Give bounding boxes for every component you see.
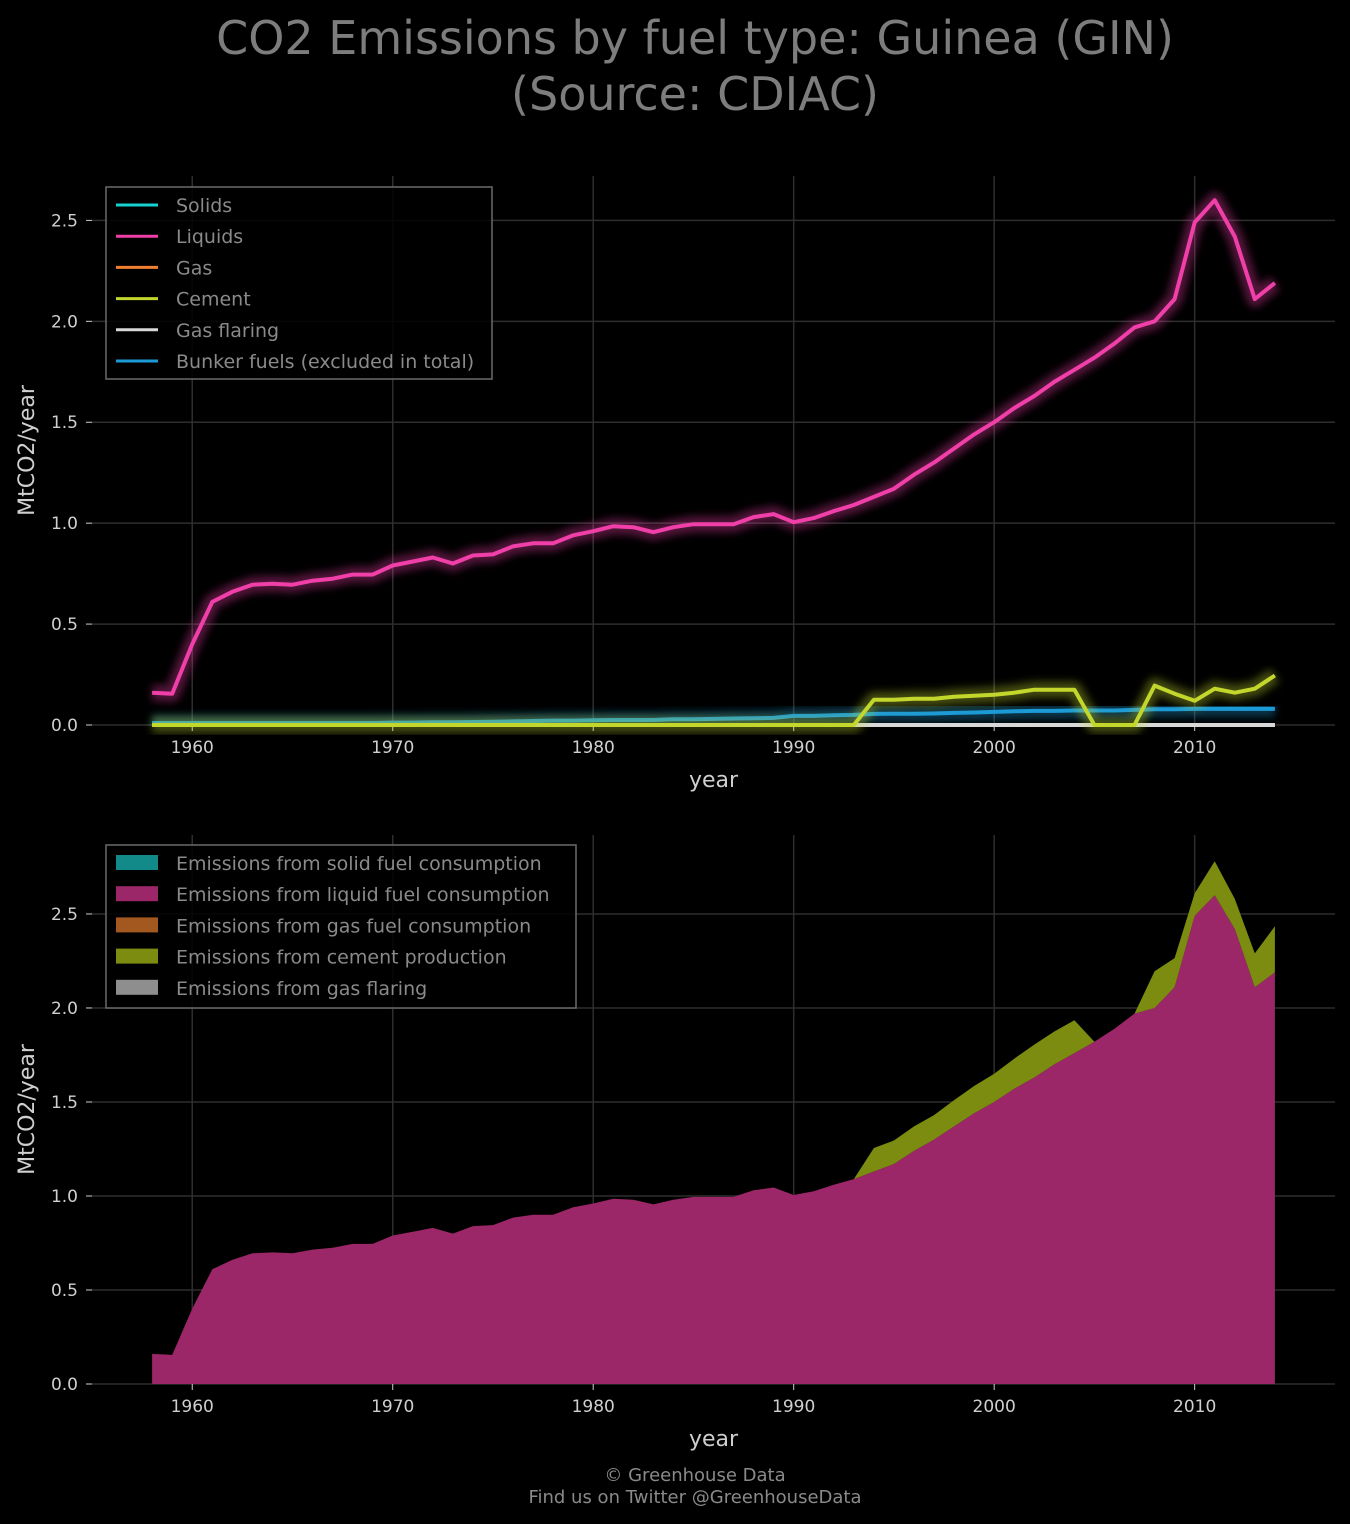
legend-swatch-emissions-from-solid-fuel-consumption bbox=[116, 855, 158, 870]
legend-frame bbox=[105, 844, 577, 1009]
x-tick-label: 2000 bbox=[973, 738, 1016, 758]
legend-label-bunker-fuels-excluded-in-total: Bunker fuels (excluded in total) bbox=[176, 351, 474, 373]
x-tick-label: 2010 bbox=[1173, 1397, 1216, 1417]
chart-title-line1: CO2 Emissions by fuel type: Guinea (GIN) bbox=[216, 11, 1174, 65]
legend-swatch-emissions-from-liquid-fuel-consumption bbox=[116, 886, 158, 902]
chart-title-line2: (Source: CDIAC) bbox=[511, 67, 879, 121]
series-cement bbox=[152, 668, 1280, 733]
x-tick-label: 2010 bbox=[1173, 738, 1216, 758]
legend-label-gas: Gas bbox=[176, 257, 212, 279]
x-axis-label: year bbox=[689, 768, 739, 793]
y-tick-label: 1.0 bbox=[51, 1187, 78, 1207]
x-tick-label: 2000 bbox=[973, 1397, 1016, 1417]
y-tick-label: 0.5 bbox=[51, 1281, 78, 1301]
x-tick-label: 1970 bbox=[371, 738, 414, 758]
series-liquids bbox=[151, 192, 1280, 702]
x-tick-label: 1960 bbox=[171, 738, 214, 758]
y-tick-label: 0.0 bbox=[51, 1375, 78, 1395]
legend-label-liquids: Liquids bbox=[176, 226, 243, 248]
legend-label-emissions-from-gas-fuel-consumption: Emissions from gas fuel consumption bbox=[176, 915, 531, 937]
footer: © Greenhouse Data Find us on Twitter @Gr… bbox=[0, 1465, 1350, 1509]
series-line bbox=[152, 673, 1276, 727]
legend-label-emissions-from-gas-flaring: Emissions from gas flaring bbox=[176, 978, 427, 1000]
x-axis-label: year bbox=[689, 1427, 739, 1452]
legend-label-emissions-from-solid-fuel-consumption: Emissions from solid fuel consumption bbox=[176, 853, 542, 875]
stacked-area-chart: 1960 1970 1980 1990 2000 2010 0.0 0.5 1.0 1.5 2.0 2… bbox=[15, 835, 1335, 1452]
y-tick-label: 0.0 bbox=[51, 716, 78, 736]
legend-label-cement: Cement bbox=[176, 289, 251, 311]
x-tick-label: 1980 bbox=[572, 738, 615, 758]
legend-swatch-emissions-from-gas-flaring bbox=[116, 979, 158, 995]
legend-swatch-emissions-from-cement-production bbox=[116, 948, 158, 964]
y-tick-label: 1.0 bbox=[51, 514, 78, 534]
y-tick-label: 1.5 bbox=[51, 1093, 78, 1113]
series-line bbox=[152, 198, 1277, 696]
legend-label-emissions-from-cement-production: Emissions from cement production bbox=[176, 947, 507, 969]
y-tick-label: 2.0 bbox=[51, 999, 78, 1019]
legend-label-gas-flaring: Gas flaring bbox=[176, 320, 279, 342]
legend-swatch-emissions-from-gas-fuel-consumption bbox=[116, 917, 158, 933]
y-axis-label: MtCO2/year bbox=[15, 384, 40, 516]
y-axis-label: MtCO2/year bbox=[15, 1043, 40, 1175]
y-tick-label: 2.5 bbox=[51, 211, 78, 231]
legend-label-solids: Solids bbox=[176, 195, 232, 217]
legend-label-emissions-from-liquid-fuel-consumption: Emissions from liquid fuel consumption bbox=[176, 884, 550, 906]
x-tick-label: 1990 bbox=[772, 738, 815, 758]
x-tick-label: 1980 bbox=[572, 1397, 615, 1417]
legend-frame bbox=[105, 186, 493, 380]
y-tick-label: 1.5 bbox=[51, 413, 78, 433]
y-tick-label: 0.5 bbox=[51, 615, 78, 635]
y-tick-label: 2.5 bbox=[51, 905, 78, 925]
area-emissions-from-liquid-fuel-consumption bbox=[152, 895, 1275, 1384]
footer-copyright: © Greenhouse Data bbox=[604, 1465, 786, 1486]
y-tick-label: 2.0 bbox=[51, 312, 78, 332]
x-tick-label: 1990 bbox=[772, 1397, 815, 1417]
line-chart: 1960 1970 1980 1990 2000 2010 0.0 0.5 1.0 1.5 2.0 2… bbox=[15, 176, 1335, 793]
chart-title: CO2 Emissions by fuel type: Guinea (GIN)… bbox=[0, 10, 1350, 122]
x-tick-label: 1970 bbox=[371, 1397, 414, 1417]
x-tick-label: 1960 bbox=[171, 1397, 214, 1417]
footer-twitter: Find us on Twitter @GreenhouseData bbox=[528, 1487, 862, 1508]
